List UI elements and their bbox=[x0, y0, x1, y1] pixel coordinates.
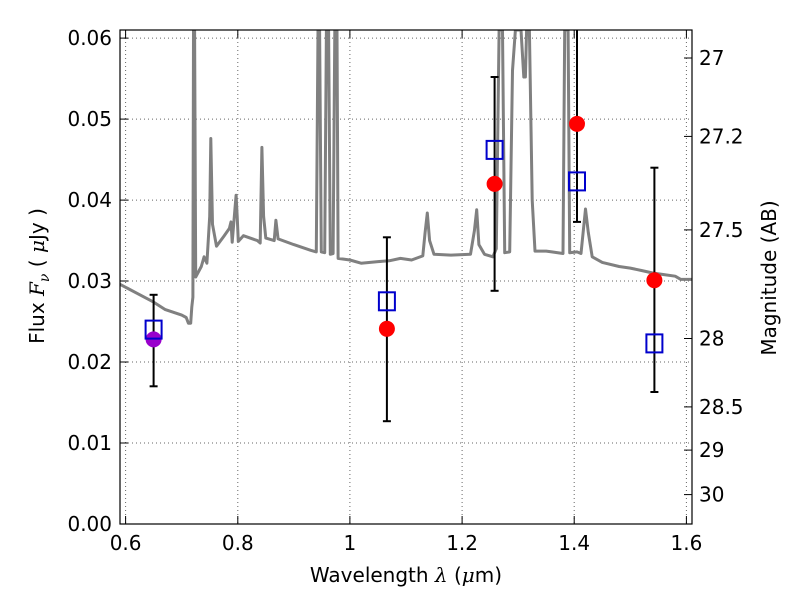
model-point bbox=[144, 319, 163, 340]
x-tick-label: 1 bbox=[344, 531, 357, 555]
observed-point bbox=[646, 272, 663, 289]
observed-photometry bbox=[145, 115, 663, 348]
model-photometry bbox=[144, 139, 664, 354]
y2-tick-label: 29 bbox=[699, 438, 724, 462]
y2-tick-label: 27.5 bbox=[699, 218, 744, 242]
x-axis: 0.6 0.8 1 1.2 1.4 1.6 bbox=[110, 30, 702, 555]
y-tick-label: 0.02 bbox=[67, 350, 112, 374]
y-tick-label: 0.00 bbox=[67, 512, 112, 536]
x-tick-label: 1.6 bbox=[670, 531, 702, 555]
model-point bbox=[485, 139, 504, 160]
y2-tick-label: 30 bbox=[699, 483, 724, 507]
y-tick-label: 0.01 bbox=[67, 431, 112, 455]
x-tick-label: 0.8 bbox=[222, 531, 254, 555]
model-point bbox=[568, 171, 586, 192]
x-tick-label: 0.6 bbox=[110, 531, 142, 555]
x-tick-label: 1.4 bbox=[558, 531, 590, 555]
plot-frame bbox=[119, 29, 693, 525]
model-point bbox=[377, 291, 396, 312]
error-bars bbox=[149, 30, 659, 423]
y2-tick-label: 28 bbox=[699, 327, 724, 351]
y-tick-label: 0.05 bbox=[67, 107, 112, 131]
y2-tick-label: 27.2 bbox=[699, 124, 744, 148]
observed-point bbox=[486, 175, 503, 192]
model-spectrum-line bbox=[120, 30, 692, 325]
y-axis-label: Flux Fν ( μJy ) bbox=[25, 208, 53, 344]
y-axis-right-magnitude: 27 27.2 27.5 28 28.5 29 30 bbox=[684, 46, 744, 507]
observed-point bbox=[378, 320, 395, 337]
plot-area bbox=[120, 30, 692, 423]
x-tick-label: 1.2 bbox=[446, 531, 478, 555]
y-tick-label: 0.03 bbox=[67, 269, 112, 293]
y-tick-label: 0.06 bbox=[67, 26, 112, 50]
y2-tick-label: 28.5 bbox=[699, 395, 744, 419]
y-axis-left: 0.00 0.01 0.02 0.03 0.04 0.05 0.06 bbox=[67, 26, 128, 536]
grid bbox=[120, 30, 692, 525]
y2-tick-label: 27 bbox=[699, 46, 724, 70]
y2-axis-label: Magnitude (AB) bbox=[757, 200, 781, 355]
x-axis-label: Wavelength λ (μm) bbox=[310, 563, 502, 587]
observed-point bbox=[569, 115, 585, 132]
y-tick-label: 0.04 bbox=[67, 188, 112, 212]
model-point bbox=[645, 333, 664, 354]
